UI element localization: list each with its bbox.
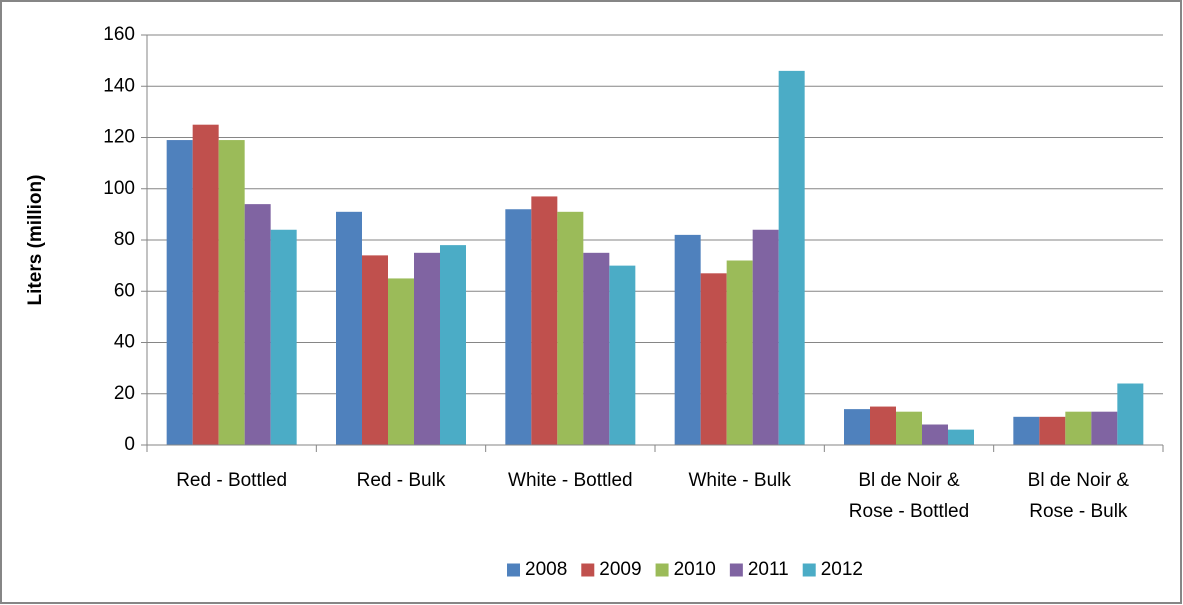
bar [505,209,532,445]
bar [531,196,558,445]
bar [870,406,896,445]
legend-label: 2009 [599,559,641,580]
bar [752,229,779,445]
x-tick-label: Red - Bottled [176,470,287,491]
bar [844,409,870,445]
bar [388,278,414,445]
x-tick-label-line: Bl de Noir & [1028,470,1130,491]
y-tick-label: 80 [114,229,135,250]
bar [583,252,610,445]
legend-item: 2010 [655,559,716,580]
y-tick-label: 40 [114,332,135,353]
x-tick-label: Bl de Noir & Rose - Bottled [849,470,969,522]
bar [778,70,805,445]
legend-swatch [729,563,743,577]
bar [557,211,584,445]
x-tick-label: White - Bottled [508,470,633,491]
bar [896,411,922,445]
bar [922,424,948,445]
legend-label: 2008 [525,559,567,580]
bar [1065,411,1092,445]
bar [1039,416,1066,445]
legend-swatch [507,563,521,577]
legend-item: 2008 [507,559,567,580]
x-tick-label: Red - Bulk [357,470,446,491]
bar [336,211,362,445]
bar [1091,411,1118,445]
bar [192,124,219,445]
bar [674,234,701,445]
legend-swatch [802,563,816,577]
x-tick-label-line: Bl de Noir & [858,470,960,491]
y-tick-label: 20 [114,383,135,404]
legend-label: 2010 [674,559,716,580]
bar [1117,383,1144,445]
bar [166,140,193,445]
bar [414,252,440,445]
legend-label: 2011 [748,559,789,580]
x-tick-label-line: Rose - Bulk [1029,501,1128,522]
y-tick-label: 0 [124,434,135,455]
legend-item: 2011 [729,559,789,580]
x-tick-label-line: Rose - Bottled [849,501,969,522]
bar [362,255,388,445]
y-axis-label: Liters (million) [25,175,46,306]
y-tick-label: 160 [103,24,135,45]
legend-label: 2012 [821,559,863,580]
bar [244,204,271,445]
legend-item: 2012 [802,559,863,580]
y-tick-label: 140 [103,75,135,96]
bar [609,265,636,445]
bar [440,245,466,445]
legend-item: 2009 [581,559,642,580]
legend-swatch [581,563,595,577]
bar [948,429,974,445]
bar [726,260,753,445]
y-tick-label: 100 [103,178,135,199]
bar [270,229,297,445]
bar [218,140,245,445]
bar [700,273,727,445]
x-tick-label: White - Bulk [688,470,791,491]
x-tick-label: Bl de Noir & Rose - Bulk [1028,470,1130,522]
y-tick-label: 60 [114,280,135,301]
bar [1013,416,1040,445]
legend-swatch [655,563,669,577]
y-tick-label: 120 [103,127,135,148]
